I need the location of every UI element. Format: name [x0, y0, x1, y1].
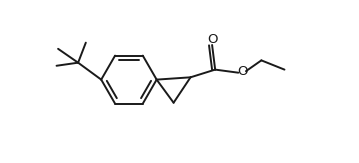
Text: O: O [207, 33, 217, 46]
Text: O: O [237, 65, 248, 78]
